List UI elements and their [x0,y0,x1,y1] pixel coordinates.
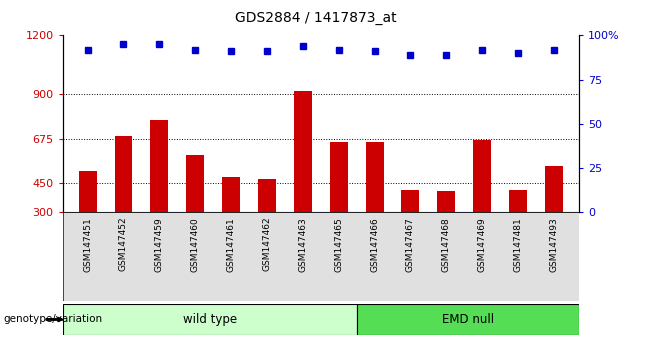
Bar [473,139,491,272]
Text: GSM147460: GSM147460 [191,217,200,272]
Bar [222,177,240,272]
Bar [438,191,455,272]
Text: GSM147461: GSM147461 [226,217,236,272]
Text: GSM147467: GSM147467 [406,217,415,272]
Bar [294,91,312,272]
Bar [63,304,357,335]
Bar [545,166,563,272]
Bar [186,155,204,272]
Text: GSM147459: GSM147459 [155,217,164,272]
Text: GSM147462: GSM147462 [263,217,272,272]
Bar [79,171,97,272]
Text: GDS2884 / 1417873_at: GDS2884 / 1417873_at [235,11,397,25]
Bar [401,190,419,272]
Text: GSM147463: GSM147463 [298,217,307,272]
Bar [357,304,579,335]
Bar [509,190,527,272]
Text: genotype/variation: genotype/variation [3,314,103,325]
Text: EMD null: EMD null [442,313,494,326]
Bar [330,142,347,272]
Bar [258,179,276,272]
Bar [151,120,168,272]
Text: GSM147469: GSM147469 [478,217,487,272]
Text: GSM147465: GSM147465 [334,217,343,272]
Text: wild type: wild type [182,313,237,326]
Text: GSM147452: GSM147452 [119,217,128,272]
Text: GSM147481: GSM147481 [513,217,522,272]
Bar [366,142,384,272]
Text: GSM147451: GSM147451 [83,217,92,272]
Text: GSM147466: GSM147466 [370,217,379,272]
Text: GSM147493: GSM147493 [549,217,559,272]
Text: GSM147468: GSM147468 [442,217,451,272]
Bar [114,136,132,272]
